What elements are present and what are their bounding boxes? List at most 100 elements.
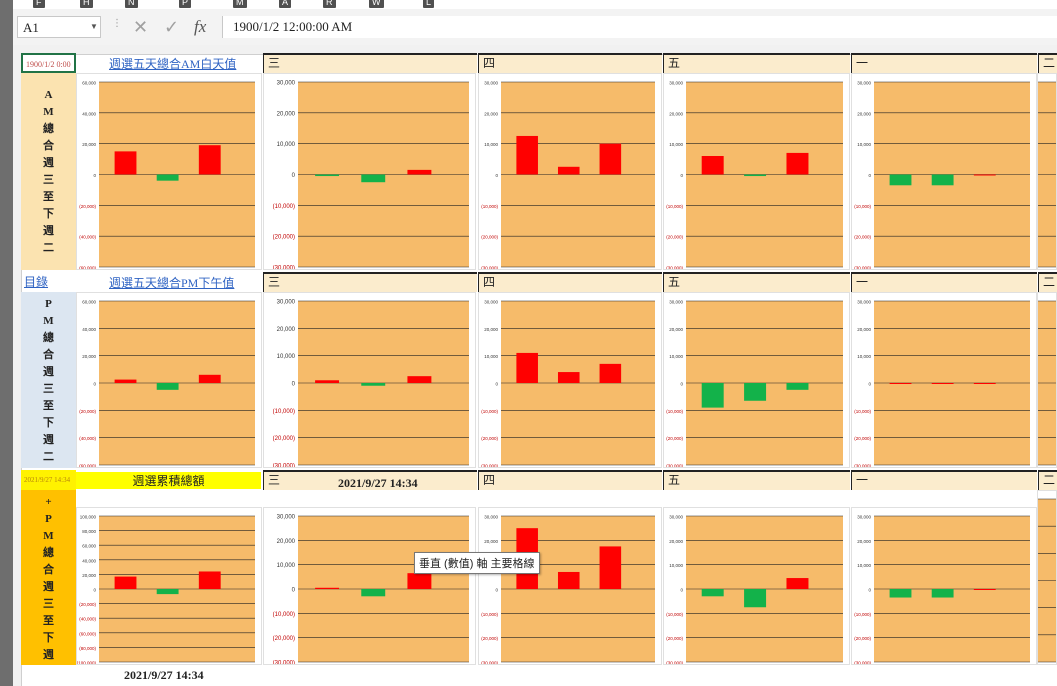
data-bar[interactable]: [973, 383, 996, 384]
bar-chart[interactable]: 30,00020,00010,0000(10,000)(20,000)(30,0…: [264, 293, 476, 468]
data-bar[interactable]: [156, 383, 179, 390]
bar-chart[interactable]: [1038, 293, 1057, 468]
day-header[interactable]: 二: [1038, 470, 1057, 490]
data-bar[interactable]: [361, 174, 386, 183]
day-header[interactable]: 四: [478, 53, 662, 73]
insert-function-icon[interactable]: fx: [194, 17, 207, 36]
bar-chart[interactable]: [1038, 491, 1057, 665]
bar-chart[interactable]: 60,000 40,000 20,000 0 (20,000) (40,000) (60,0…: [77, 74, 262, 270]
data-bar[interactable]: [931, 383, 954, 384]
chart-area[interactable]: 30,000 20,000 10,000 0 (10,000) (20,000) (30,0…: [478, 73, 662, 270]
data-bar[interactable]: [701, 156, 724, 175]
bar-chart[interactable]: 30,00020,00010,0000(10,000)(20,000)(30,0…: [479, 508, 662, 665]
chart-area[interactable]: 30,000 20,000 10,000 0 (10,000) (20,000) (30,0…: [663, 73, 850, 270]
chart-area[interactable]: [1037, 73, 1057, 270]
data-bar[interactable]: [156, 589, 179, 595]
day-header[interactable]: 三: [263, 272, 477, 292]
data-bar[interactable]: [599, 546, 622, 589]
bar-chart[interactable]: 60,000 40,000 20,000 0 (20,000) (40,000) (60,0…: [77, 293, 262, 468]
keytip[interactable]: L: [423, 0, 435, 8]
enter-icon[interactable]: ✓: [164, 17, 180, 37]
data-bar[interactable]: [315, 380, 340, 383]
bar-chart[interactable]: 100,000 80,000 60,000 40,000 20,000 0 (20,000)…: [77, 508, 262, 665]
data-bar[interactable]: [599, 363, 622, 383]
data-bar[interactable]: [114, 576, 137, 589]
data-bar[interactable]: [701, 383, 724, 408]
bar-chart[interactable]: 30,00020,00010,0000(10,000)(20,000)(30,0…: [664, 74, 850, 270]
bar-chart[interactable]: [1038, 74, 1057, 270]
data-bar[interactable]: [315, 587, 340, 589]
data-bar[interactable]: [973, 174, 996, 176]
section-title[interactable]: 週選五天總合AM白天值: [109, 57, 237, 71]
chart-area[interactable]: 30,000 20,000 10,000 0 (10,000) (20,000) (30,0…: [851, 73, 1037, 270]
section-top-cell[interactable]: 1900/1/2 0:00: [21, 53, 76, 73]
data-bar[interactable]: [931, 174, 954, 186]
formula-input[interactable]: 1900/1/2 12:00:00 AM: [222, 16, 1057, 38]
day-header[interactable]: 一: [851, 470, 1037, 490]
data-bar[interactable]: [361, 383, 386, 386]
data-bar[interactable]: [361, 589, 386, 597]
data-bar[interactable]: [931, 589, 954, 598]
cancel-icon[interactable]: ✕: [133, 17, 149, 37]
chart-area[interactable]: 30,000 20,000 10,000 0 (10,000) (20,000) (30,0…: [851, 507, 1037, 665]
data-bar[interactable]: [889, 174, 912, 186]
bar-chart[interactable]: 30,00020,00010,0000(10,000)(20,000)(30,0…: [479, 74, 662, 270]
data-bar[interactable]: [315, 174, 340, 177]
chart-area[interactable]: 60,000 40,000 20,000 0 (20,000) (40,000) (60,0…: [76, 292, 262, 468]
data-bar[interactable]: [599, 143, 622, 175]
bar-chart[interactable]: 30,00020,00010,0000(10,000)(20,000)(30,0…: [664, 293, 850, 468]
data-bar[interactable]: [407, 573, 432, 589]
day-header[interactable]: 二: [1038, 272, 1057, 292]
day-header[interactable]: 五: [663, 470, 850, 490]
day-header[interactable]: 一: [851, 53, 1037, 73]
data-bar[interactable]: [701, 589, 724, 597]
data-bar[interactable]: [557, 166, 580, 175]
day-header[interactable]: 一: [851, 272, 1037, 292]
day-header[interactable]: 三: [263, 53, 477, 73]
data-bar[interactable]: [114, 151, 137, 175]
day-header[interactable]: 三: [263, 470, 477, 490]
chart-area[interactable]: 30,000 20,000 10,000 0 (10,000) (20,000) (30,0…: [478, 292, 662, 468]
keytip[interactable]: P: [179, 0, 192, 8]
data-bar[interactable]: [786, 152, 809, 175]
data-bar[interactable]: [198, 571, 221, 589]
keytip[interactable]: M: [233, 0, 247, 8]
data-bar[interactable]: [156, 174, 179, 181]
data-bar[interactable]: [557, 571, 580, 589]
day-header[interactable]: 五: [663, 272, 850, 292]
data-bar[interactable]: [744, 174, 767, 177]
chart-area[interactable]: 30,000 20,000 10,000 0 (10,000) (20,000) (30,0…: [263, 292, 476, 468]
keytip[interactable]: H: [80, 0, 93, 8]
day-header[interactable]: 四: [478, 272, 662, 292]
chart-area[interactable]: 30,000 20,000 10,000 0 (10,000) (20,000) (30,0…: [263, 73, 476, 270]
chart-area[interactable]: 30,000 20,000 10,000 0 (10,000) (20,000) (30,0…: [851, 292, 1037, 468]
data-bar[interactable]: [786, 578, 809, 589]
bar-chart[interactable]: 30,00020,00010,0000(10,000)(20,000)(30,0…: [852, 74, 1037, 270]
keytip[interactable]: N: [125, 0, 138, 8]
data-bar[interactable]: [198, 374, 221, 383]
data-bar[interactable]: [516, 352, 538, 383]
chart-area[interactable]: [1037, 292, 1057, 468]
data-bar[interactable]: [786, 383, 809, 390]
bar-chart[interactable]: 30,00020,00010,0000(10,000)(20,000)(30,0…: [852, 293, 1037, 468]
day-header[interactable]: 二: [1038, 53, 1057, 73]
bar-chart[interactable]: 30,00020,00010,0000(10,000)(20,000)(30,0…: [264, 508, 476, 665]
keytip[interactable]: F: [33, 0, 45, 8]
day-header[interactable]: 五: [663, 53, 850, 73]
data-bar[interactable]: [744, 383, 767, 401]
chevron-down-icon[interactable]: ▼: [90, 22, 98, 31]
keytip[interactable]: R: [323, 0, 336, 8]
data-bar[interactable]: [114, 379, 137, 383]
data-bar[interactable]: [889, 589, 912, 598]
data-bar[interactable]: [516, 135, 538, 175]
section-title[interactable]: 週選五天總合PM下午值: [109, 276, 235, 290]
name-box[interactable]: A1: [17, 16, 101, 38]
chart-area[interactable]: [1037, 490, 1057, 665]
bar-chart[interactable]: 30,00020,00010,0000(10,000)(20,000)(30,0…: [479, 293, 662, 468]
bar-chart[interactable]: 30,00020,00010,0000(10,000)(20,000)(30,0…: [264, 74, 476, 270]
chart-area[interactable]: 30,000 20,000 10,000 0 (10,000) (20,000) (30,0…: [663, 507, 850, 665]
data-bar[interactable]: [889, 383, 912, 384]
keytip[interactable]: W: [369, 0, 384, 8]
data-bar[interactable]: [407, 169, 432, 175]
bar-chart[interactable]: 30,00020,00010,0000(10,000)(20,000)(30,0…: [852, 508, 1037, 665]
